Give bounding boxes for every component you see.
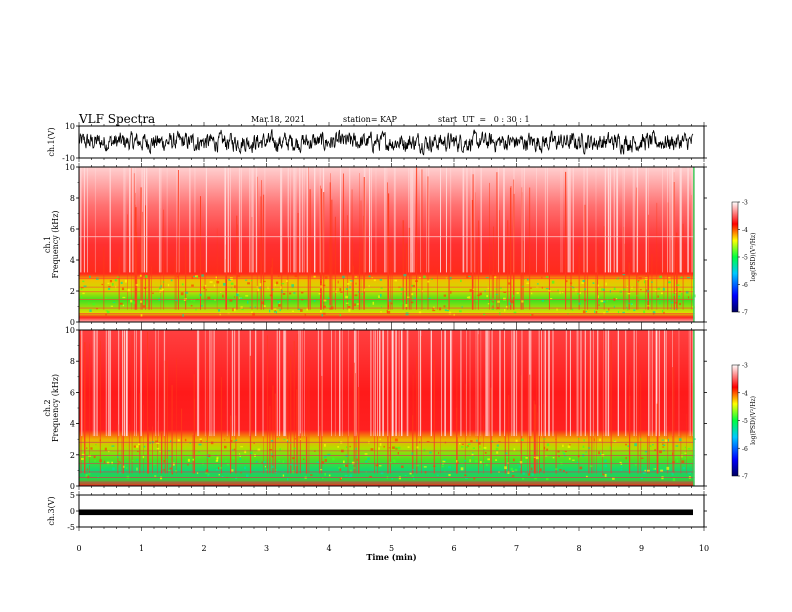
x-tick-label: 3 bbox=[264, 544, 269, 553]
colorbar-tick-label: -7 bbox=[742, 474, 748, 481]
colorbar-tick-label: -5 bbox=[742, 255, 748, 262]
x-tick-label: 10 bbox=[699, 544, 709, 553]
spectrogram-2-streaks bbox=[79, 330, 696, 486]
spectrogram-1-streaks bbox=[79, 167, 696, 322]
start-time-label: start UT = 0 : 30 : 1 bbox=[438, 115, 530, 124]
y-tick-label: 4 bbox=[70, 256, 75, 265]
spectrogram-edge bbox=[693, 330, 695, 486]
colorbar-tick-label: -3 bbox=[742, 363, 748, 370]
y-axis-label: ch.1(V) bbox=[47, 127, 56, 156]
y-tick-label: 5 bbox=[70, 491, 75, 500]
spectrogram-edge bbox=[693, 167, 695, 322]
y-tick-label: 0 bbox=[70, 482, 75, 491]
colorbar-tick-label: -5 bbox=[742, 418, 748, 425]
x-tick-label: 5 bbox=[389, 544, 394, 553]
y-tick-label: 6 bbox=[70, 388, 75, 397]
date-label: Mar.18, 2021 bbox=[251, 115, 306, 124]
chart-title: VLF Spectra bbox=[79, 112, 156, 126]
colorbar-tick-label: -4 bbox=[742, 227, 748, 234]
y-tick-label: 8 bbox=[70, 194, 75, 203]
ch3-waveform-trace bbox=[79, 509, 693, 516]
colorbar-tick-label: -6 bbox=[742, 446, 748, 453]
y-axis-label: Frequency (kHz) bbox=[51, 374, 60, 442]
y-tick-label: 0 bbox=[70, 318, 75, 327]
y-tick-label: 8 bbox=[70, 357, 75, 366]
y-tick-label: -5 bbox=[67, 523, 75, 532]
y-axis-label: ch.1 bbox=[43, 236, 52, 253]
y-tick-label: 6 bbox=[70, 225, 75, 234]
colorbar-2 bbox=[731, 364, 739, 477]
y-axis-label: ch.3(V) bbox=[47, 496, 56, 525]
x-axis-label: Time (min) bbox=[366, 552, 416, 562]
colorbar-tick-label: -7 bbox=[742, 310, 748, 317]
x-tick-label: 0 bbox=[76, 544, 81, 553]
x-tick-label: 9 bbox=[639, 544, 644, 553]
y-tick-label: 10 bbox=[65, 326, 75, 335]
x-tick-label: 4 bbox=[326, 544, 331, 553]
ch1-waveform-trace bbox=[78, 129, 694, 156]
x-tick-label: 6 bbox=[451, 544, 456, 553]
x-tick-label: 8 bbox=[576, 544, 581, 553]
colorbar-label: log(PSD)(V²/Hz) bbox=[750, 396, 757, 445]
y-tick-label: 2 bbox=[70, 451, 75, 460]
y-tick-label: 0 bbox=[70, 507, 75, 516]
x-tick-label: 7 bbox=[514, 544, 519, 553]
colorbar-tick-label: -4 bbox=[742, 390, 748, 397]
colorbar-1 bbox=[731, 201, 739, 313]
y-tick-label: 4 bbox=[70, 420, 75, 429]
y-tick-label: 10 bbox=[65, 122, 75, 131]
y-tick-label: -10 bbox=[62, 154, 75, 163]
colorbar-tick-label: -3 bbox=[742, 200, 748, 207]
y-axis-label: ch.2 bbox=[43, 399, 52, 416]
colorbar-label: log(PSD)(V²/Hz) bbox=[750, 233, 757, 282]
y-tick-label: 10 bbox=[65, 163, 75, 172]
colorbar-tick-label: -6 bbox=[742, 282, 748, 289]
y-tick-label: 2 bbox=[70, 287, 75, 296]
x-tick-label: 1 bbox=[139, 544, 144, 553]
y-axis-label: Frequency (kHz) bbox=[51, 210, 60, 278]
station-label: station= KAP bbox=[343, 115, 397, 124]
x-tick-label: 2 bbox=[201, 544, 206, 553]
